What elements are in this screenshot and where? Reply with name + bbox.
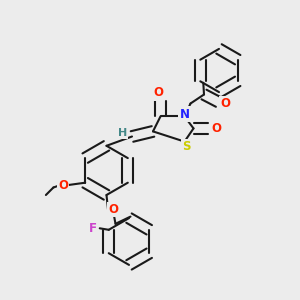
Text: H: H: [118, 128, 127, 138]
Text: O: O: [58, 178, 68, 192]
Text: O: O: [153, 86, 163, 100]
Text: F: F: [89, 222, 97, 235]
Text: N: N: [179, 107, 190, 121]
Text: O: O: [211, 122, 221, 135]
Text: O: O: [220, 97, 230, 110]
Text: S: S: [182, 140, 190, 154]
Text: O: O: [108, 203, 118, 216]
